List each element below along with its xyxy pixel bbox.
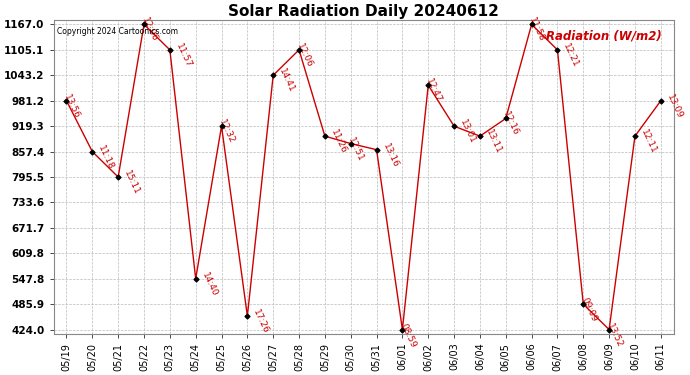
Point xyxy=(578,301,589,307)
Text: 12:16: 12:16 xyxy=(502,111,521,138)
Point xyxy=(371,147,382,153)
Point xyxy=(268,72,279,78)
Text: 12:51: 12:51 xyxy=(346,136,366,163)
Text: 13:01: 13:01 xyxy=(458,118,477,146)
Text: Radiation (W/m2): Radiation (W/m2) xyxy=(546,30,661,43)
Point xyxy=(190,276,201,282)
Point xyxy=(345,141,356,147)
Point xyxy=(526,21,537,27)
Text: 13:52: 13:52 xyxy=(605,322,624,349)
Point xyxy=(112,174,124,180)
Point xyxy=(61,98,72,104)
Text: Copyright 2024 Cartoonics.com: Copyright 2024 Cartoonics.com xyxy=(57,27,177,36)
Point xyxy=(604,327,615,333)
Text: 11:58: 11:58 xyxy=(527,16,546,44)
Text: 08:59: 08:59 xyxy=(398,322,417,349)
Text: 13:11: 13:11 xyxy=(484,128,503,155)
Point xyxy=(319,133,331,139)
Point xyxy=(423,82,434,88)
Text: 13:09: 13:09 xyxy=(665,93,684,120)
Point xyxy=(629,133,640,139)
Text: 11:57: 11:57 xyxy=(174,42,193,69)
Text: 14:40: 14:40 xyxy=(200,271,219,298)
Text: 12:11: 12:11 xyxy=(639,128,658,155)
Text: 14:41: 14:41 xyxy=(277,67,297,94)
Title: Solar Radiation Daily 20240612: Solar Radiation Daily 20240612 xyxy=(228,4,499,19)
Text: 12:47: 12:47 xyxy=(424,77,443,104)
Text: 13:56: 13:56 xyxy=(62,93,81,120)
Point xyxy=(216,123,227,129)
Text: 12:21: 12:21 xyxy=(562,42,580,69)
Point xyxy=(87,148,98,154)
Point xyxy=(242,313,253,319)
Point xyxy=(397,327,408,333)
Text: 11:26: 11:26 xyxy=(329,128,348,155)
Point xyxy=(139,21,150,27)
Point xyxy=(500,116,511,122)
Text: 17:26: 17:26 xyxy=(252,308,270,335)
Point xyxy=(475,133,486,139)
Text: 13:16: 13:16 xyxy=(381,142,400,169)
Text: 12:32: 12:32 xyxy=(217,118,237,145)
Point xyxy=(656,98,667,104)
Point xyxy=(552,47,563,53)
Point xyxy=(293,47,304,53)
Text: 12:06: 12:06 xyxy=(140,16,159,44)
Point xyxy=(164,47,175,53)
Text: 15:11: 15:11 xyxy=(122,169,141,196)
Point xyxy=(448,123,460,129)
Text: 09:09: 09:09 xyxy=(579,296,598,323)
Text: 12:06: 12:06 xyxy=(295,42,314,69)
Text: 11:18: 11:18 xyxy=(97,144,116,171)
